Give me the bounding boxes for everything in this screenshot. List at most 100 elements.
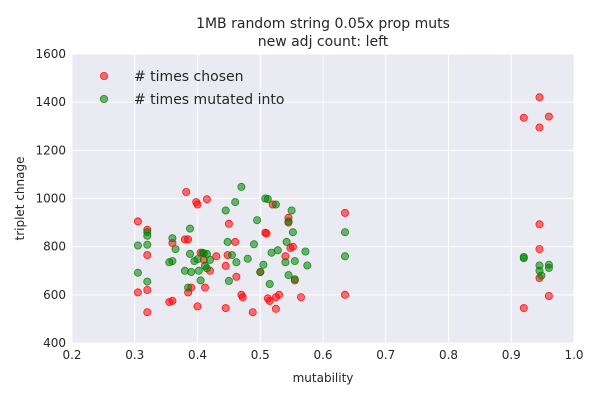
scatter-point: [263, 194, 272, 203]
x-tick-label: 0.5: [251, 348, 270, 362]
scatter-point: [202, 264, 211, 273]
x-tick-label: 0.4: [188, 348, 207, 362]
scatter-point: [238, 293, 247, 302]
scatter-point: [185, 249, 194, 258]
scatter-point: [168, 234, 177, 243]
scatter-point: [535, 245, 544, 254]
scatter-point: [168, 257, 177, 266]
series-1: [133, 182, 553, 292]
scatter-point: [544, 291, 553, 300]
scatter-point: [202, 195, 211, 204]
scatter-point: [256, 267, 265, 276]
y-tick-labels: 400 600 800 1000 1200 1400 1600: [35, 47, 66, 350]
scatter-point: [182, 187, 191, 196]
legend-marker-times-chosen: [100, 72, 109, 81]
x-tick-labels: 0.2 0.3 0.4 0.5 0.6 0.7 0.8 0.9 1.0: [62, 348, 583, 362]
scatter-point: [133, 288, 142, 297]
scatter-point: [221, 206, 230, 215]
scatter-point: [248, 308, 257, 317]
scatter-point: [271, 304, 280, 313]
scatter-point: [143, 251, 152, 260]
scatter-point: [262, 229, 271, 238]
scatter-point: [519, 304, 528, 313]
y-axis-label: triplet chnage: [13, 157, 27, 241]
scatter-point: [273, 246, 282, 255]
scatter-point: [168, 296, 177, 305]
scatter-point: [288, 242, 297, 251]
scatter-point: [519, 254, 528, 263]
scatter-point: [249, 240, 258, 249]
scatter-point: [143, 308, 152, 317]
scatter-point: [265, 296, 274, 305]
y-tick-label: 1400: [35, 95, 66, 109]
grid-lines: [71, 53, 575, 344]
data-points: [133, 93, 553, 317]
scatter-point: [243, 254, 252, 263]
scatter-point: [303, 261, 312, 270]
scatter-point: [301, 247, 310, 256]
scatter-point: [281, 258, 290, 267]
scatter-point: [535, 220, 544, 229]
scatter-point: [290, 275, 299, 284]
scatter-point: [227, 251, 236, 260]
scatter-point: [296, 293, 305, 302]
scatter-point: [133, 217, 142, 226]
scatter-point: [221, 304, 230, 313]
scatter-point: [340, 228, 349, 237]
legend-marker-times-mutated-into: [100, 95, 109, 104]
scatter-point: [185, 224, 194, 233]
scatter-point: [184, 235, 193, 244]
x-tick-label: 0.2: [62, 348, 81, 362]
legend-label-times-mutated-into: # times mutated into: [134, 92, 284, 108]
scatter-point: [193, 255, 202, 264]
y-tick-label: 1000: [35, 192, 66, 206]
x-tick-label: 0.6: [313, 348, 332, 362]
scatter-point: [519, 113, 528, 122]
scatter-point: [340, 290, 349, 299]
scatter-point: [143, 277, 152, 286]
scatter-point: [212, 252, 221, 261]
scatter-point: [143, 240, 152, 249]
scatter-point: [221, 261, 230, 270]
scatter-point: [224, 276, 233, 285]
scatter-point: [143, 231, 152, 240]
y-tick-label: 800: [43, 240, 66, 254]
scatter-point: [535, 123, 544, 132]
scatter-point: [196, 276, 205, 285]
y-tick-label: 1600: [35, 47, 66, 61]
scatter-point: [224, 219, 233, 228]
scatter-point: [284, 271, 293, 280]
scatter-point: [133, 268, 142, 277]
x-axis-label: mutability: [293, 371, 354, 385]
scatter-point: [253, 216, 262, 225]
scatter-point: [187, 267, 196, 276]
scatter-point: [200, 283, 209, 292]
scatter-point: [340, 252, 349, 261]
scatter-point: [290, 257, 299, 266]
scatter-point: [223, 237, 232, 246]
scatter-point: [194, 266, 203, 275]
scatter-point: [265, 279, 274, 288]
scatter-point: [535, 93, 544, 102]
x-tick-label: 0.3: [125, 348, 144, 362]
scatter-point: [231, 237, 240, 246]
scatter-point: [537, 271, 546, 280]
x-tick-label: 1.0: [564, 348, 583, 362]
chart-title-line-1: 1MB random string 0.05x prop muts: [196, 16, 450, 32]
scatter-point: [143, 285, 152, 294]
x-tick-label: 0.9: [502, 348, 521, 362]
scatter-point: [193, 200, 202, 209]
scatter-point: [544, 263, 553, 272]
scatter-point: [340, 208, 349, 217]
chart-title-line-2: new adj count: left: [258, 34, 389, 50]
scatter-point: [193, 302, 202, 311]
scatter-point: [282, 237, 291, 246]
scatter-point: [232, 272, 241, 281]
x-tick-label: 0.8: [439, 348, 458, 362]
scatter-point: [237, 182, 246, 191]
scatter-point: [171, 245, 180, 254]
y-tick-label: 1200: [35, 143, 66, 157]
scatter-point: [288, 228, 297, 237]
y-tick-label: 400: [43, 336, 66, 350]
